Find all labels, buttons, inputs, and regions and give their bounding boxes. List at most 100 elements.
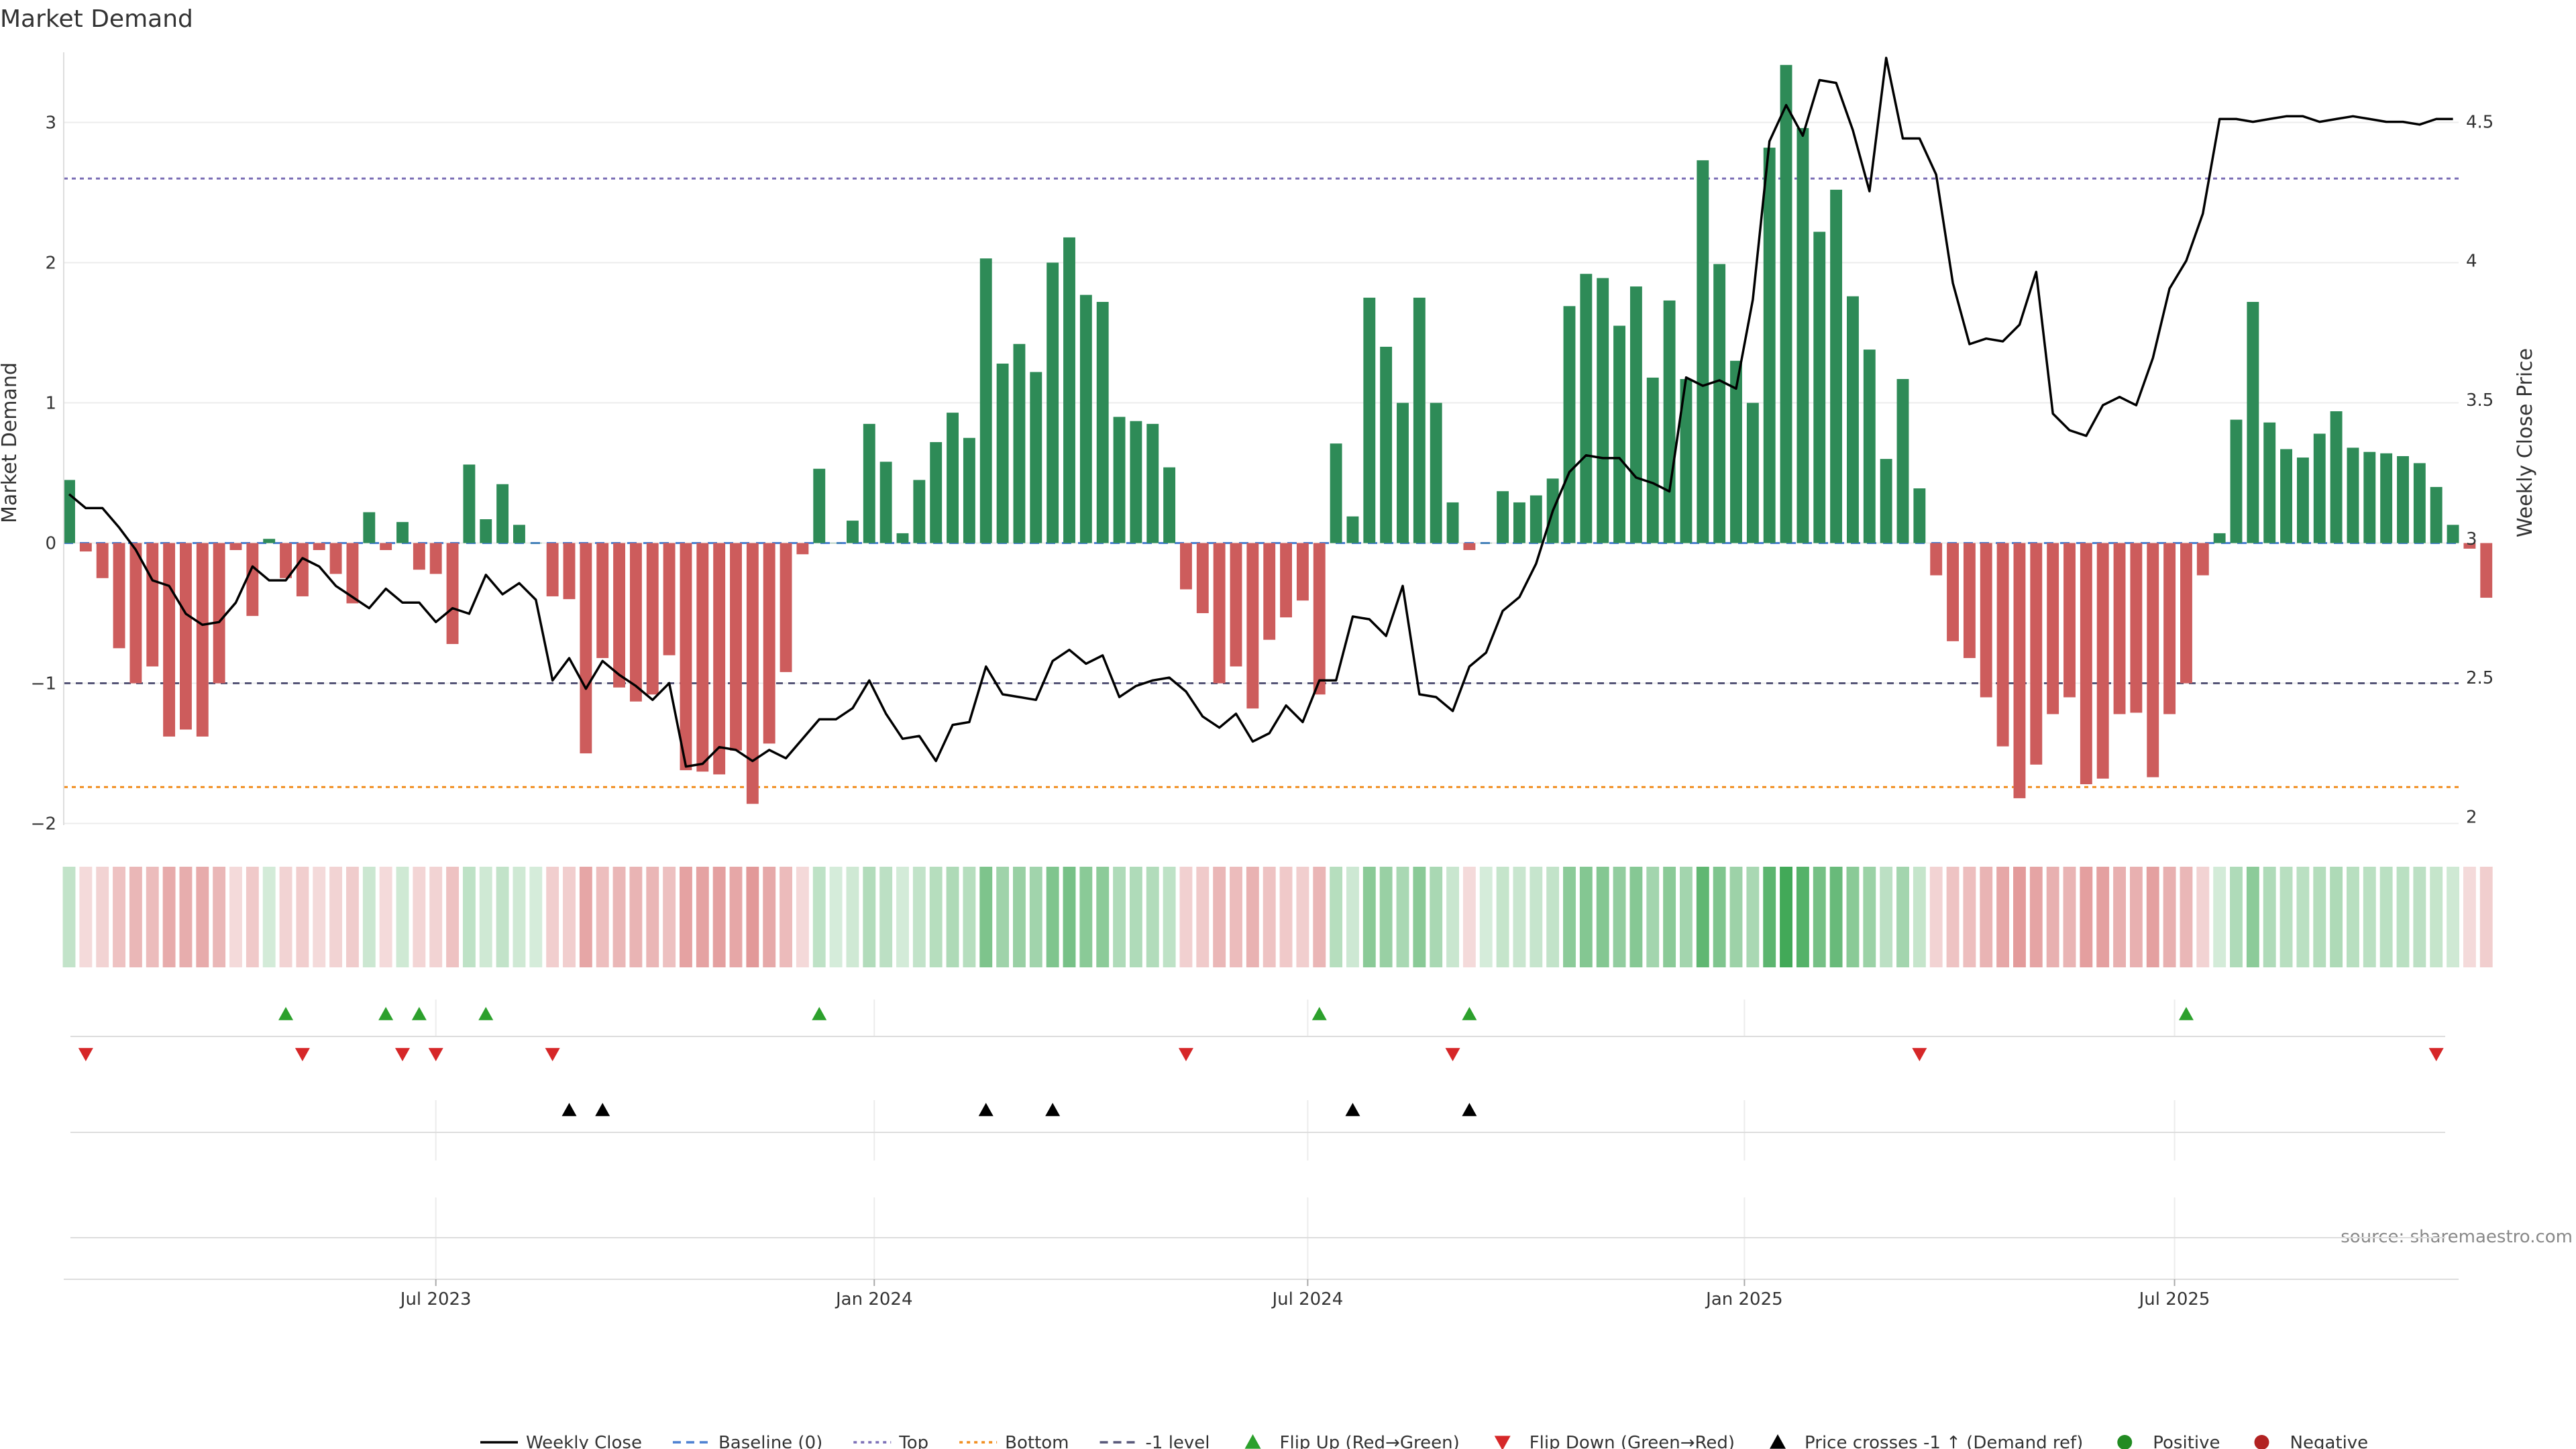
heat-cell (1646, 867, 1660, 967)
heat-cell (2013, 867, 2026, 967)
heat-cell (1213, 867, 1226, 967)
price-cross-marker (978, 1103, 994, 1116)
left-tick-label: 2 (45, 254, 56, 274)
legend-label: -1 level (1146, 1433, 1210, 1449)
heat-cell (746, 867, 759, 967)
demand-bar (1063, 237, 1075, 543)
legend-label: Weekly Close (526, 1433, 642, 1449)
demand-bar (1680, 378, 1693, 543)
heat-cell (1113, 867, 1126, 967)
heat-cell (1563, 867, 1576, 967)
heat-cell (1780, 867, 1792, 967)
heat-cell (1079, 867, 1093, 967)
demand-bar (963, 437, 975, 543)
left-tick-label: 1 (45, 394, 56, 414)
heat-cell (2213, 867, 2226, 967)
heat-cell (346, 867, 359, 967)
heat-cell (429, 867, 443, 967)
demand-bar (1096, 302, 1109, 543)
heat-cell (1013, 867, 1026, 967)
flip-up-marker (478, 1007, 494, 1020)
heat-cell (213, 867, 226, 967)
heat-cell (1613, 867, 1626, 967)
demand-bar (1880, 459, 1892, 543)
price-cross-marker (1345, 1103, 1360, 1116)
demand-bar (2480, 543, 2493, 598)
legend-item: Baseline (0) (672, 1433, 822, 1449)
demand-bar (146, 543, 159, 667)
demand-bar (1280, 543, 1292, 618)
demand-bar (1896, 378, 1909, 543)
heat-cell (1362, 867, 1376, 967)
demand-bar (1079, 294, 1092, 543)
heat-cell (2230, 867, 2243, 967)
heat-cell (1379, 867, 1393, 967)
demand-bar (1963, 543, 1976, 658)
demand-bar (1213, 543, 1226, 684)
heat-cell (1313, 867, 1326, 967)
heat-cell (1430, 867, 1443, 967)
heat-cell (829, 867, 843, 967)
demand-bar (1230, 543, 1242, 667)
demand-bar (129, 543, 142, 684)
demand-bar (196, 543, 209, 737)
heat-cell (2029, 867, 2043, 967)
demand-bar (2397, 455, 2409, 543)
demand-bar (613, 543, 625, 688)
flip-up-marker (1462, 1007, 1477, 1020)
heat-cell (1963, 867, 1976, 967)
heat-cell (2447, 867, 2459, 967)
demand-bar (930, 442, 943, 543)
flip-up-marker (1311, 1007, 1327, 1020)
heat-cell (2080, 867, 2093, 967)
heat-cell (2479, 867, 2493, 967)
demand-bar (2263, 422, 2276, 543)
legend-swatch (2254, 1435, 2269, 1449)
heat-cell (1179, 867, 1193, 967)
heat-cell (1029, 867, 1042, 967)
demand-bar (763, 543, 775, 744)
demand-bar (2463, 543, 2476, 549)
weekly-close-series (68, 56, 2453, 768)
right-tick-label: 2.5 (2466, 668, 2493, 688)
demand-bar (1130, 421, 1142, 543)
flip-down-marker (294, 1048, 310, 1061)
heat-cell (1546, 867, 1560, 967)
demand-bar (2013, 543, 2026, 798)
flip-down-marker (395, 1048, 410, 1061)
left-axis-label: Market Demand (0, 362, 21, 523)
demand-bar (413, 543, 425, 570)
demand-bar (896, 533, 909, 543)
heat-cell (1763, 867, 1776, 967)
heat-cell (2129, 867, 2143, 967)
heat-cell (1596, 867, 1609, 967)
flip-down-marker (428, 1048, 443, 1061)
demand-bar (2096, 543, 2109, 779)
legend-item: -1 level (1099, 1433, 1210, 1449)
heat-cell (912, 867, 926, 967)
flip-down-marker (1912, 1048, 1927, 1061)
heat-cell (2313, 867, 2326, 967)
demand-bar (246, 543, 259, 616)
heat-cell (413, 867, 426, 967)
reference-lines (64, 177, 2459, 788)
demand-bar (746, 543, 759, 804)
legend-label: Flip Up (Red→Green) (1280, 1433, 1460, 1449)
demand-bar (313, 543, 325, 550)
heat-cell (946, 867, 959, 967)
heat-cell (396, 867, 409, 967)
heat-cell (579, 867, 592, 967)
demand-bar (1313, 543, 1326, 695)
heat-cell (1196, 867, 1210, 967)
demand-bar (847, 521, 859, 543)
heat-cell (2113, 867, 2126, 967)
price-cross-marker (1045, 1103, 1061, 1116)
demand-bar (513, 525, 525, 543)
demand-bar (1980, 543, 1992, 698)
demand-bar (979, 258, 992, 543)
demand-bar (1446, 502, 1459, 543)
demand-bar (1913, 488, 1926, 543)
demand-bar (1847, 296, 1859, 543)
demand-bar (329, 543, 342, 574)
heat-cell (1896, 867, 1909, 967)
